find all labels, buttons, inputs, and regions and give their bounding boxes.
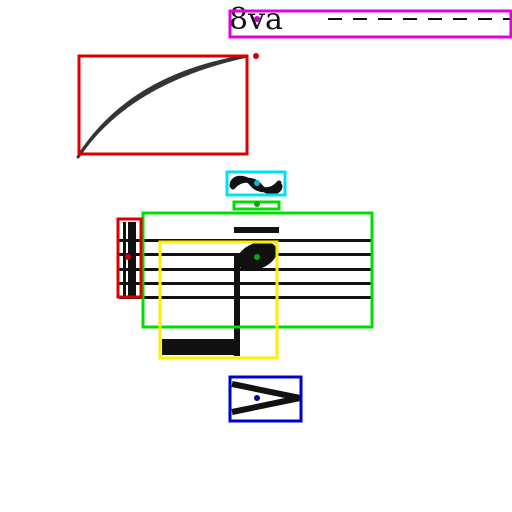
slur-curve (76, 54, 249, 159)
ledger-center-marker (254, 201, 260, 207)
note-beam (162, 339, 240, 355)
ottava-bracket-box[interactable] (228, 9, 512, 39)
note-center-marker (254, 254, 260, 260)
staff-box[interactable] (141, 211, 374, 329)
slur-center-marker (253, 53, 259, 59)
barline-box[interactable] (116, 217, 143, 299)
staff-line-5 (119, 296, 372, 299)
staff-line-4 (119, 282, 372, 285)
turn-center-marker (254, 180, 260, 186)
ottava-center-marker (254, 16, 260, 22)
ledger-line (234, 227, 279, 233)
turn-box[interactable] (225, 170, 287, 197)
note-box[interactable] (158, 240, 279, 360)
annotation-centers (125, 16, 260, 401)
barline (123, 222, 136, 296)
annotation-boxes (77, 9, 512, 423)
note-stem (234, 256, 240, 356)
accent-box[interactable] (228, 375, 303, 423)
accent-mark (231, 381, 301, 415)
barline-center-marker (125, 254, 131, 260)
turn-ornament (229, 175, 283, 195)
accent-center-marker (254, 395, 260, 401)
slur-box[interactable] (77, 54, 249, 156)
